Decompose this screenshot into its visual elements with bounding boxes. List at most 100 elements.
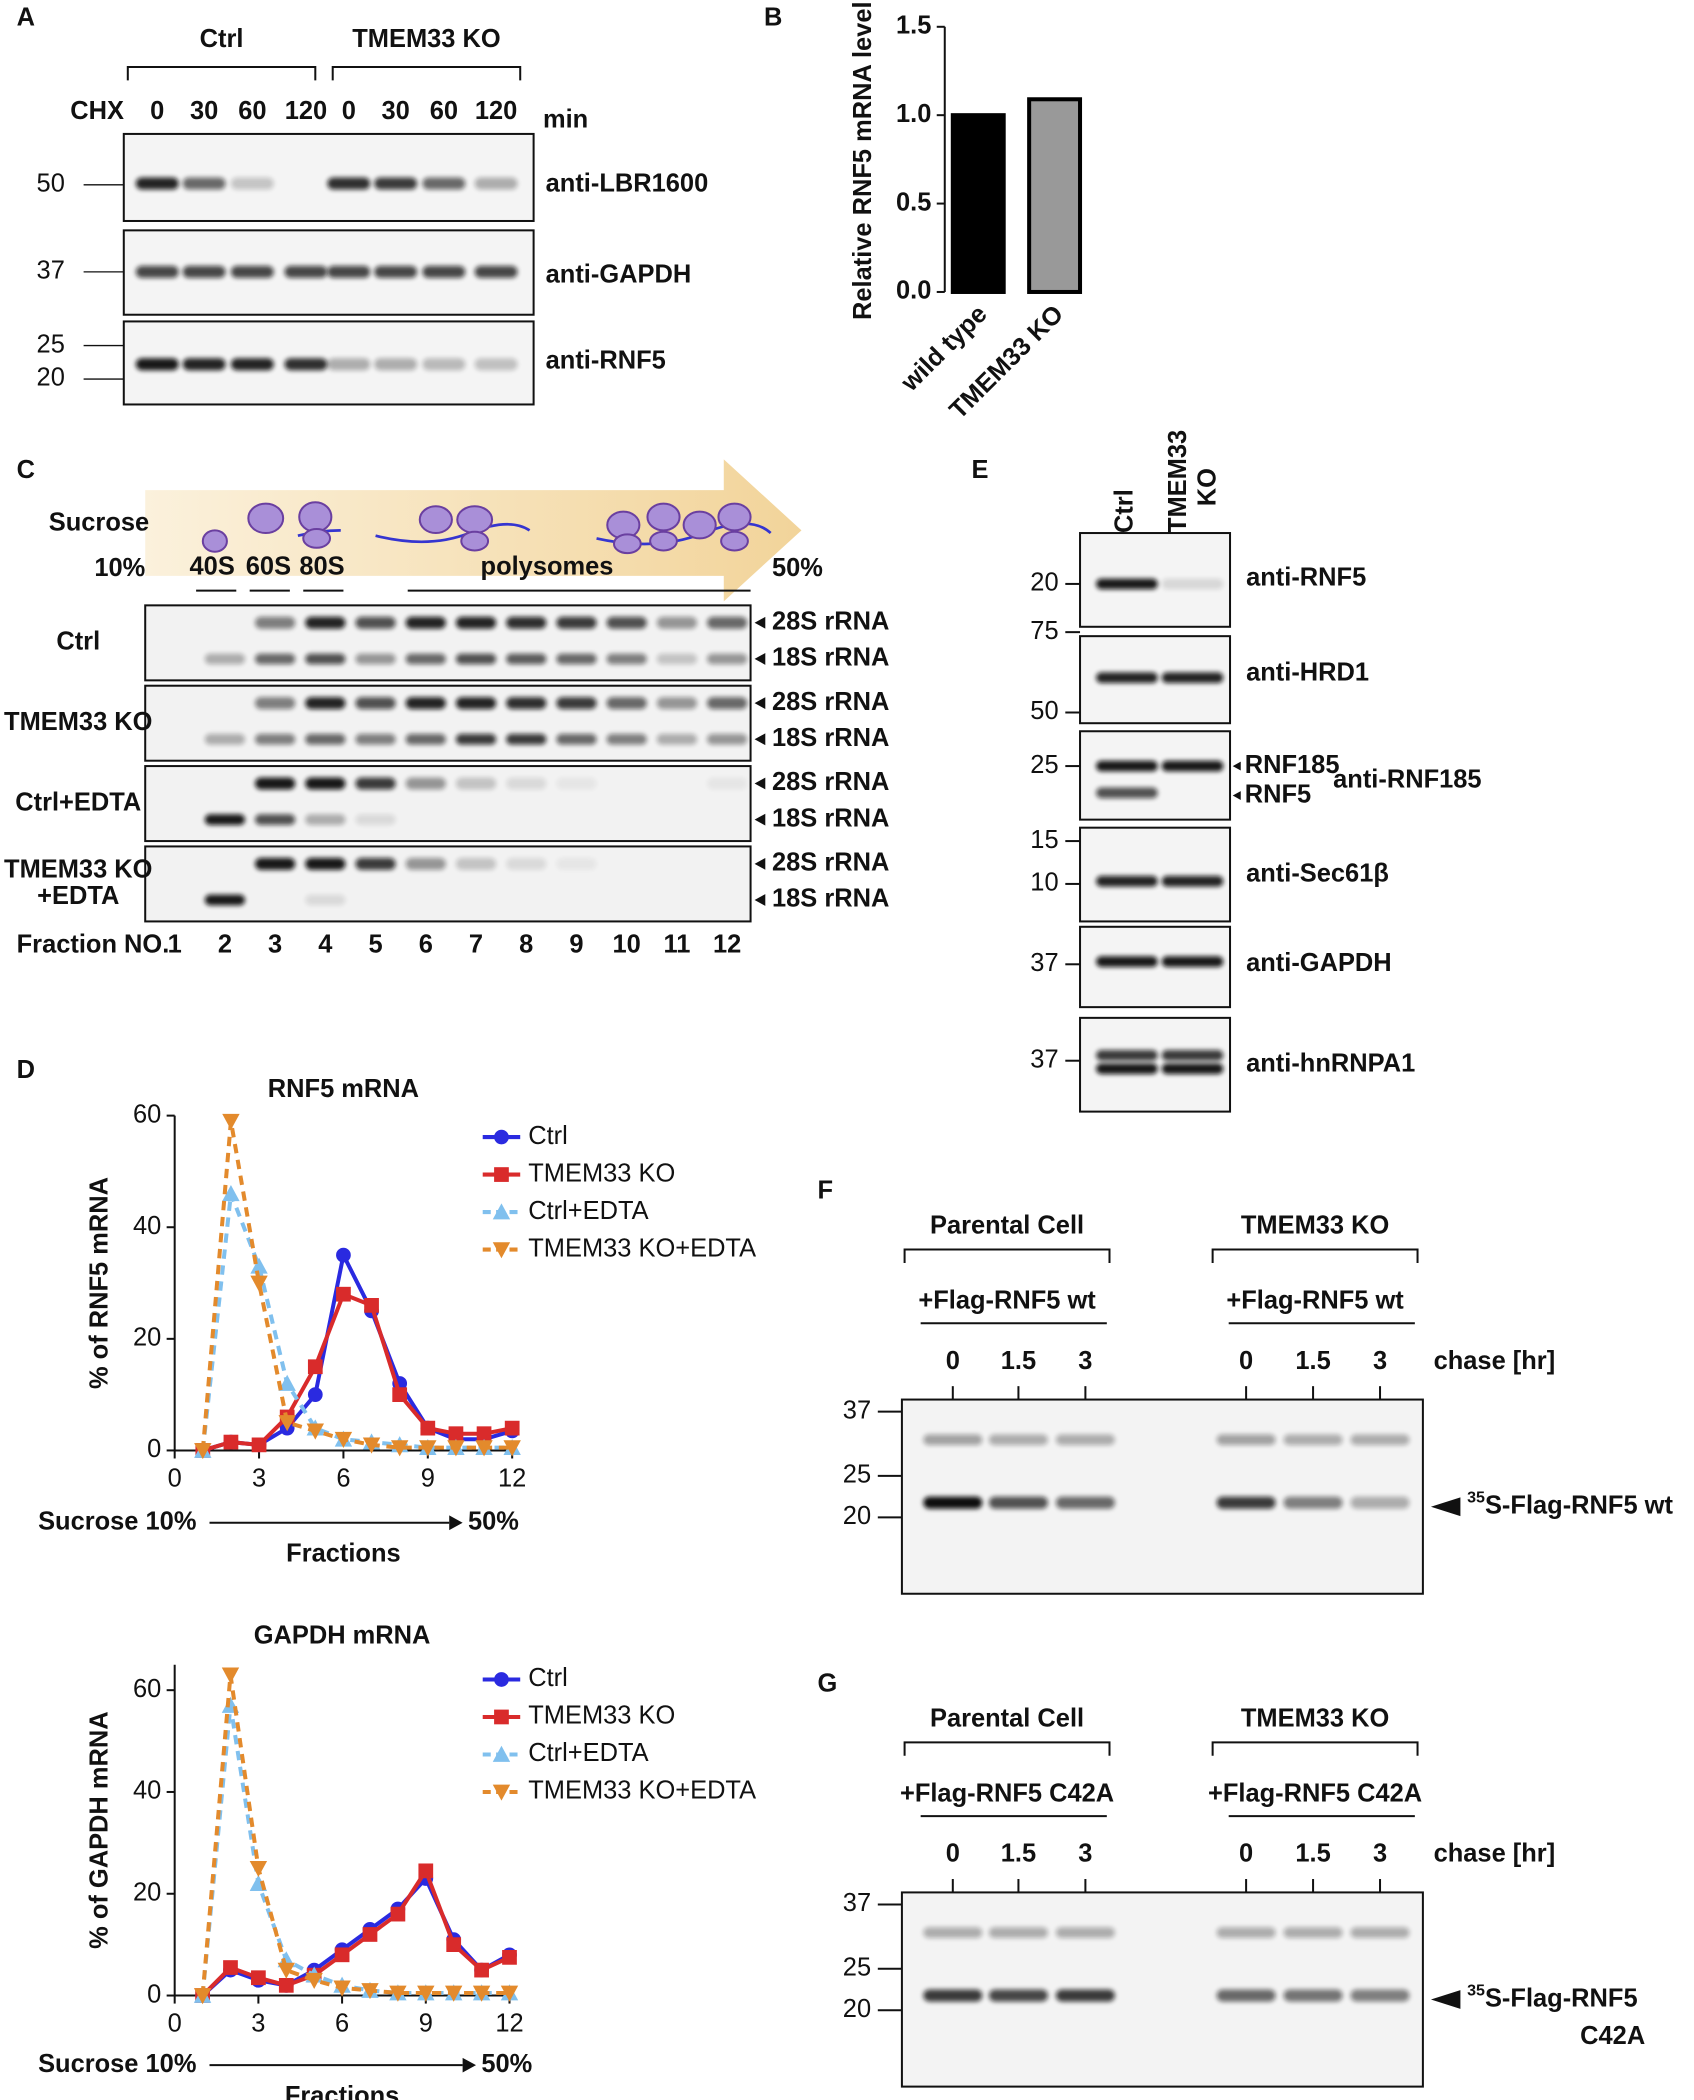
arrowhead [449,1515,463,1531]
marker [336,1247,351,1263]
y-tick-label: 20 [133,1878,161,1906]
annotation: 50% [481,2050,532,2078]
marker [361,1983,379,2000]
marker [446,1937,462,1953]
bar [1027,97,1083,294]
band [923,1927,983,1938]
marker [336,1286,351,1302]
band-label: C42A [1580,2022,1645,2050]
time-label: 30 [190,97,218,125]
band [355,653,396,665]
gel-frame [900,1398,1424,1595]
time-label: 1.5 [1295,1347,1330,1375]
band [455,733,497,745]
marker [418,1863,434,1879]
band [455,777,497,790]
fraction-label: 3 [268,930,282,958]
band [923,1434,983,1446]
marker-label: 37 [843,1889,871,1917]
gel-frame [144,604,752,682]
band-label: 28S rRNA [772,607,889,635]
band [506,616,547,629]
marker [492,1784,511,1801]
band [1096,1050,1158,1061]
lane-label: Ctrl [1110,489,1138,533]
group-label: Ctrl [200,25,244,53]
marker [444,1985,463,2002]
marker [448,1426,464,1442]
band [1161,760,1224,772]
group-label: Parental Cell [930,1212,1084,1240]
band [707,697,748,710]
band [455,697,497,710]
band [1161,956,1224,967]
ribosome [682,510,717,540]
x-tick-label: 12 [495,2010,523,2038]
band [182,265,226,278]
band [1096,875,1158,887]
ribosome [649,530,678,552]
bracket [126,65,317,81]
band [355,697,396,710]
gel-frame [900,1891,1424,2088]
annotation: Sucrose 10% [38,2050,196,2078]
marker-label: 75 [1030,617,1058,645]
time-label: 0 [1239,1840,1253,1868]
band-label: 18S rRNA [772,644,889,672]
arrowhead [754,813,766,826]
construct-label: +Flag-RNF5 wt [1226,1287,1404,1315]
band [1161,672,1224,684]
band [988,1927,1048,1938]
band-label: RNF185 [1245,751,1340,779]
panel-label: G [818,1670,838,1698]
bracket [331,65,522,81]
marker [333,1980,351,1997]
marker [492,1745,511,1762]
fraction-label: 7 [469,930,483,958]
band [988,1496,1048,1509]
marker [251,1970,266,1986]
marker-label: 20 [843,1995,871,2023]
antibody-label: anti-GAPDH [546,261,692,289]
band [374,177,418,190]
band [255,653,296,665]
band-label-text: S-Flag-RNF5 [1485,1984,1638,2012]
blot-frame [1079,826,1232,923]
group-label: Parental Cell [930,1704,1084,1732]
annotation: Sucrose 10% [38,1507,196,1535]
particle-label: 80S [299,553,344,581]
band [405,697,446,710]
gel-frame [144,845,752,923]
time-label: 3 [1078,1840,1092,1868]
x-tick-label: 6 [336,1465,350,1493]
band [1055,1496,1115,1509]
band [1161,1050,1224,1061]
antibody-label: anti-RNF5 [546,346,666,374]
panel-label: F [818,1177,834,1205]
band [506,733,547,745]
marker [250,1275,268,1292]
band [284,265,328,278]
panel-label: E [972,456,989,484]
band-arrow [1430,1497,1461,1517]
y-tick-label: 40 [133,1212,161,1240]
band [556,653,597,665]
band [255,777,296,790]
marker [334,1947,350,1963]
marker [278,1374,296,1391]
fraction-label: 6 [419,930,433,958]
band [135,177,179,190]
particle-label: polysomes [481,553,614,581]
band [1055,1434,1115,1446]
band-arrow [1430,1990,1461,2009]
construct-label: +Flag-RNF5 C42A [900,1779,1114,1807]
band [656,733,697,745]
legend-label: Ctrl [528,1122,568,1150]
fraction-label: 12 [713,930,741,958]
time-label: 1.5 [1295,1840,1330,1868]
band [422,177,466,190]
time-label: 0 [150,97,164,125]
band [305,697,346,710]
arrowhead [754,857,766,870]
